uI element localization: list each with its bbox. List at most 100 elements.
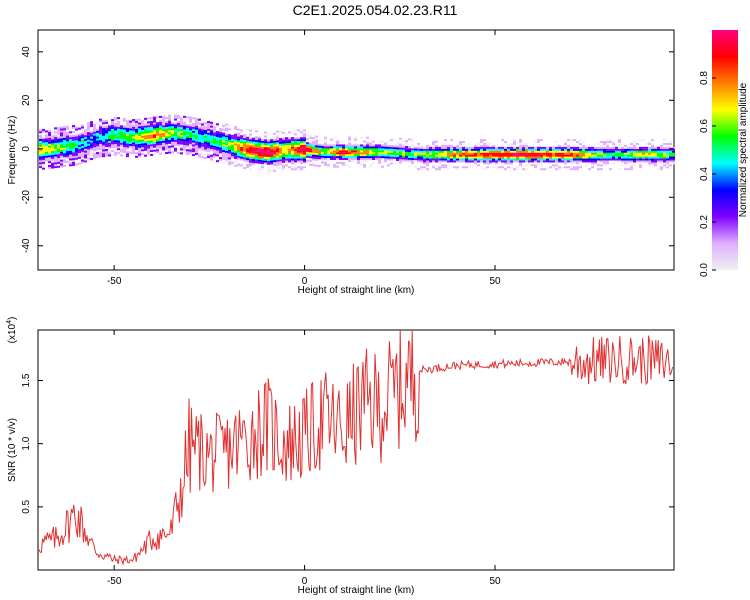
spectrogram-cell xyxy=(204,129,207,132)
spectrogram-cell xyxy=(270,150,273,153)
spectrogram-cell xyxy=(459,148,462,151)
spectrogram-cell xyxy=(123,131,126,134)
spectrogram-cell xyxy=(138,126,141,129)
spectrogram-cell xyxy=(411,144,414,147)
spectrogram-cell xyxy=(48,141,51,144)
spectrogram-cell xyxy=(90,142,93,145)
spectrogram-cell xyxy=(243,139,246,142)
spectrogram-cell xyxy=(486,152,489,155)
spectrogram-cell xyxy=(387,158,390,161)
spectrogram-cell xyxy=(141,122,144,125)
spectrogram-cell xyxy=(207,124,210,127)
spectrogram-cell xyxy=(414,158,417,161)
spectrogram-cell xyxy=(405,140,408,143)
spectrogram-cell xyxy=(351,150,354,153)
spectrogram-cell xyxy=(150,150,153,153)
spectrogram-cell xyxy=(165,146,168,149)
spectrogram-cell xyxy=(432,166,435,169)
spectrogram-cell xyxy=(159,123,162,126)
spectrogram-cell xyxy=(492,150,495,153)
spectrogram-cell xyxy=(165,132,168,135)
spectrogram-cell xyxy=(597,150,600,153)
spectrogram-cell xyxy=(201,136,204,139)
spectrogram-cell xyxy=(234,145,237,148)
spectrogram-cell xyxy=(156,116,159,119)
spectrogram-cell xyxy=(81,151,84,154)
spectrogram-cell xyxy=(198,138,201,141)
spectrogram-cell xyxy=(654,160,657,163)
spectrogram-cell xyxy=(609,152,612,155)
spectrogram-cell xyxy=(69,139,72,142)
spectrogram-cell xyxy=(102,153,105,156)
spectrogram-cell xyxy=(501,166,504,169)
spectrogram-cell xyxy=(537,139,540,142)
spectrogram-cell xyxy=(81,145,84,148)
spectrogram-cell xyxy=(495,148,498,151)
spectrogram-cell xyxy=(618,154,621,157)
spectrogram-cell xyxy=(207,140,210,143)
spectrogram-cell xyxy=(258,136,261,139)
spectrogram-cell xyxy=(312,156,315,159)
spectrogram-cell xyxy=(645,154,648,157)
spectrogram-cell xyxy=(474,160,477,163)
spectrogram-cell xyxy=(117,117,120,120)
spectrogram-cell xyxy=(330,146,333,149)
spectrogram-cell xyxy=(78,137,81,140)
spectrogram-cell xyxy=(390,139,393,142)
spectrogram-cell xyxy=(417,154,420,157)
spectrogram-cell xyxy=(228,163,231,166)
spectrogram-cell xyxy=(534,158,537,161)
spectrogram-cell xyxy=(453,146,456,149)
spectrogram-cell xyxy=(150,144,153,147)
spectrogram-cell xyxy=(291,148,294,151)
spectrogram-cell xyxy=(162,117,165,120)
spectrogram-cell xyxy=(183,129,186,132)
spectrogram-cell xyxy=(177,126,180,129)
x-tick-label: 50 xyxy=(489,576,501,587)
spectrogram-cell xyxy=(54,160,57,163)
spectrogram-cell xyxy=(72,146,75,149)
spectrogram-cell xyxy=(498,160,501,163)
spectrogram-cell xyxy=(159,139,162,142)
spectrogram-cell xyxy=(63,135,66,138)
spectrogram-cell xyxy=(54,164,57,167)
spectrogram-cell xyxy=(297,158,300,161)
spectrogram-cell xyxy=(102,124,105,127)
spectrogram-cell xyxy=(366,156,369,159)
spectrogram-cell xyxy=(60,147,63,150)
spectrogram-cell xyxy=(180,119,183,122)
spectrogram-cell xyxy=(621,150,624,153)
spectrogram-cell xyxy=(363,158,366,160)
spectrogram-cell xyxy=(411,163,414,166)
spectrogram-cell xyxy=(462,150,465,153)
spectrogram-cell xyxy=(573,152,576,155)
spectrogram-cell xyxy=(267,151,270,154)
spectrogram-cell xyxy=(165,130,168,133)
spectrogram-cell xyxy=(225,145,228,148)
spectrogram-cell xyxy=(117,121,120,124)
spectrogram-cell xyxy=(192,124,195,127)
spectrogram-cell xyxy=(279,149,282,152)
spectrogram-cell xyxy=(402,155,405,158)
spectrogram-cell xyxy=(78,143,81,146)
spectrogram-cell xyxy=(627,152,630,155)
spectrogram-cell xyxy=(306,151,309,154)
spectrogram-cell xyxy=(624,162,627,165)
spectrogram-cell xyxy=(597,160,600,163)
spectrogram-cell xyxy=(234,127,237,130)
spectrogram-cell xyxy=(153,120,156,123)
spectrogram-cell xyxy=(480,139,483,142)
x-tick-label: -50 xyxy=(107,576,122,587)
spectrogram-cell xyxy=(39,150,42,153)
spectrogram-cell xyxy=(666,152,669,155)
spectrogram-cell xyxy=(84,152,87,155)
spectrogram-cell xyxy=(282,145,285,148)
spectrogram-cell xyxy=(657,158,660,161)
spectrogram-cell xyxy=(75,138,78,141)
spectrogram-cell xyxy=(471,158,474,161)
spectrogram-cell xyxy=(216,160,219,163)
spectrogram-cell xyxy=(429,150,432,153)
spectrogram-cell xyxy=(204,153,207,156)
spectrogram-cell xyxy=(411,146,414,149)
spectrogram-cell xyxy=(204,149,207,152)
